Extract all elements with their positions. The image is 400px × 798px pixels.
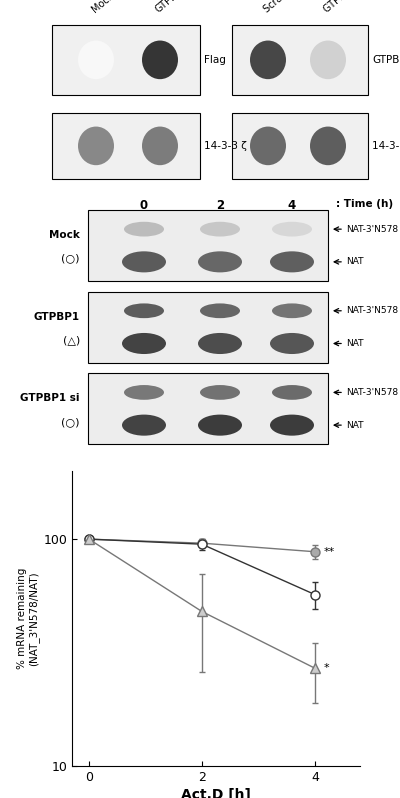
Text: (○): (○) xyxy=(62,254,80,263)
Bar xyxy=(232,25,368,95)
Ellipse shape xyxy=(198,333,242,354)
Ellipse shape xyxy=(124,303,164,318)
Ellipse shape xyxy=(310,127,346,165)
Ellipse shape xyxy=(124,222,164,236)
Ellipse shape xyxy=(250,41,286,79)
Y-axis label: % mRNA remaining
(NAT_3'N578/NAT): % mRNA remaining (NAT_3'N578/NAT) xyxy=(16,567,39,670)
Bar xyxy=(88,373,328,444)
Text: GTPBP1: GTPBP1 xyxy=(34,311,80,322)
Text: (△): (△) xyxy=(63,335,80,346)
Ellipse shape xyxy=(142,41,178,79)
Ellipse shape xyxy=(122,251,166,272)
Text: Scramble si: Scramble si xyxy=(262,0,312,14)
Ellipse shape xyxy=(124,385,164,400)
Ellipse shape xyxy=(78,127,114,165)
Text: 4: 4 xyxy=(288,200,296,212)
X-axis label: Act.D [h]: Act.D [h] xyxy=(181,788,251,798)
Ellipse shape xyxy=(142,127,178,165)
Text: *: * xyxy=(323,663,329,674)
Text: GTPBP1 si: GTPBP1 si xyxy=(322,0,366,14)
Text: Flag: Flag xyxy=(204,55,226,65)
Ellipse shape xyxy=(122,415,166,436)
Text: GTPBP1 si: GTPBP1 si xyxy=(20,393,80,403)
Text: 14-3-3 ζ: 14-3-3 ζ xyxy=(372,141,400,151)
Text: 0: 0 xyxy=(140,200,148,212)
Ellipse shape xyxy=(270,415,314,436)
Ellipse shape xyxy=(200,303,240,318)
Text: Mock: Mock xyxy=(49,230,80,240)
Text: NAT: NAT xyxy=(346,421,364,429)
Ellipse shape xyxy=(122,333,166,354)
Ellipse shape xyxy=(272,222,312,236)
Ellipse shape xyxy=(250,127,286,165)
Text: : Time (h): : Time (h) xyxy=(336,200,393,209)
Bar xyxy=(52,25,200,95)
Text: 14-3-3 ζ: 14-3-3 ζ xyxy=(204,141,247,151)
Ellipse shape xyxy=(200,222,240,236)
Ellipse shape xyxy=(310,41,346,79)
Ellipse shape xyxy=(198,415,242,436)
Bar xyxy=(232,113,368,180)
Ellipse shape xyxy=(270,251,314,272)
Text: Mock: Mock xyxy=(90,0,116,14)
Text: NAT: NAT xyxy=(346,339,364,348)
Bar xyxy=(88,210,328,281)
Text: NAT: NAT xyxy=(346,258,364,267)
Ellipse shape xyxy=(78,41,114,79)
Text: (○): (○) xyxy=(62,417,80,427)
Text: GTPBP1: GTPBP1 xyxy=(154,0,189,14)
Bar xyxy=(88,291,328,362)
Ellipse shape xyxy=(200,385,240,400)
Text: NAT-3'N578: NAT-3'N578 xyxy=(346,225,398,234)
Bar xyxy=(52,113,200,180)
Text: **: ** xyxy=(323,547,334,557)
Ellipse shape xyxy=(272,303,312,318)
Text: NAT-3'N578: NAT-3'N578 xyxy=(346,306,398,315)
Text: 2: 2 xyxy=(216,200,224,212)
Text: GTPBP: GTPBP xyxy=(372,55,400,65)
Ellipse shape xyxy=(270,333,314,354)
Ellipse shape xyxy=(272,385,312,400)
Ellipse shape xyxy=(198,251,242,272)
Text: NAT-3'N578: NAT-3'N578 xyxy=(346,388,398,397)
